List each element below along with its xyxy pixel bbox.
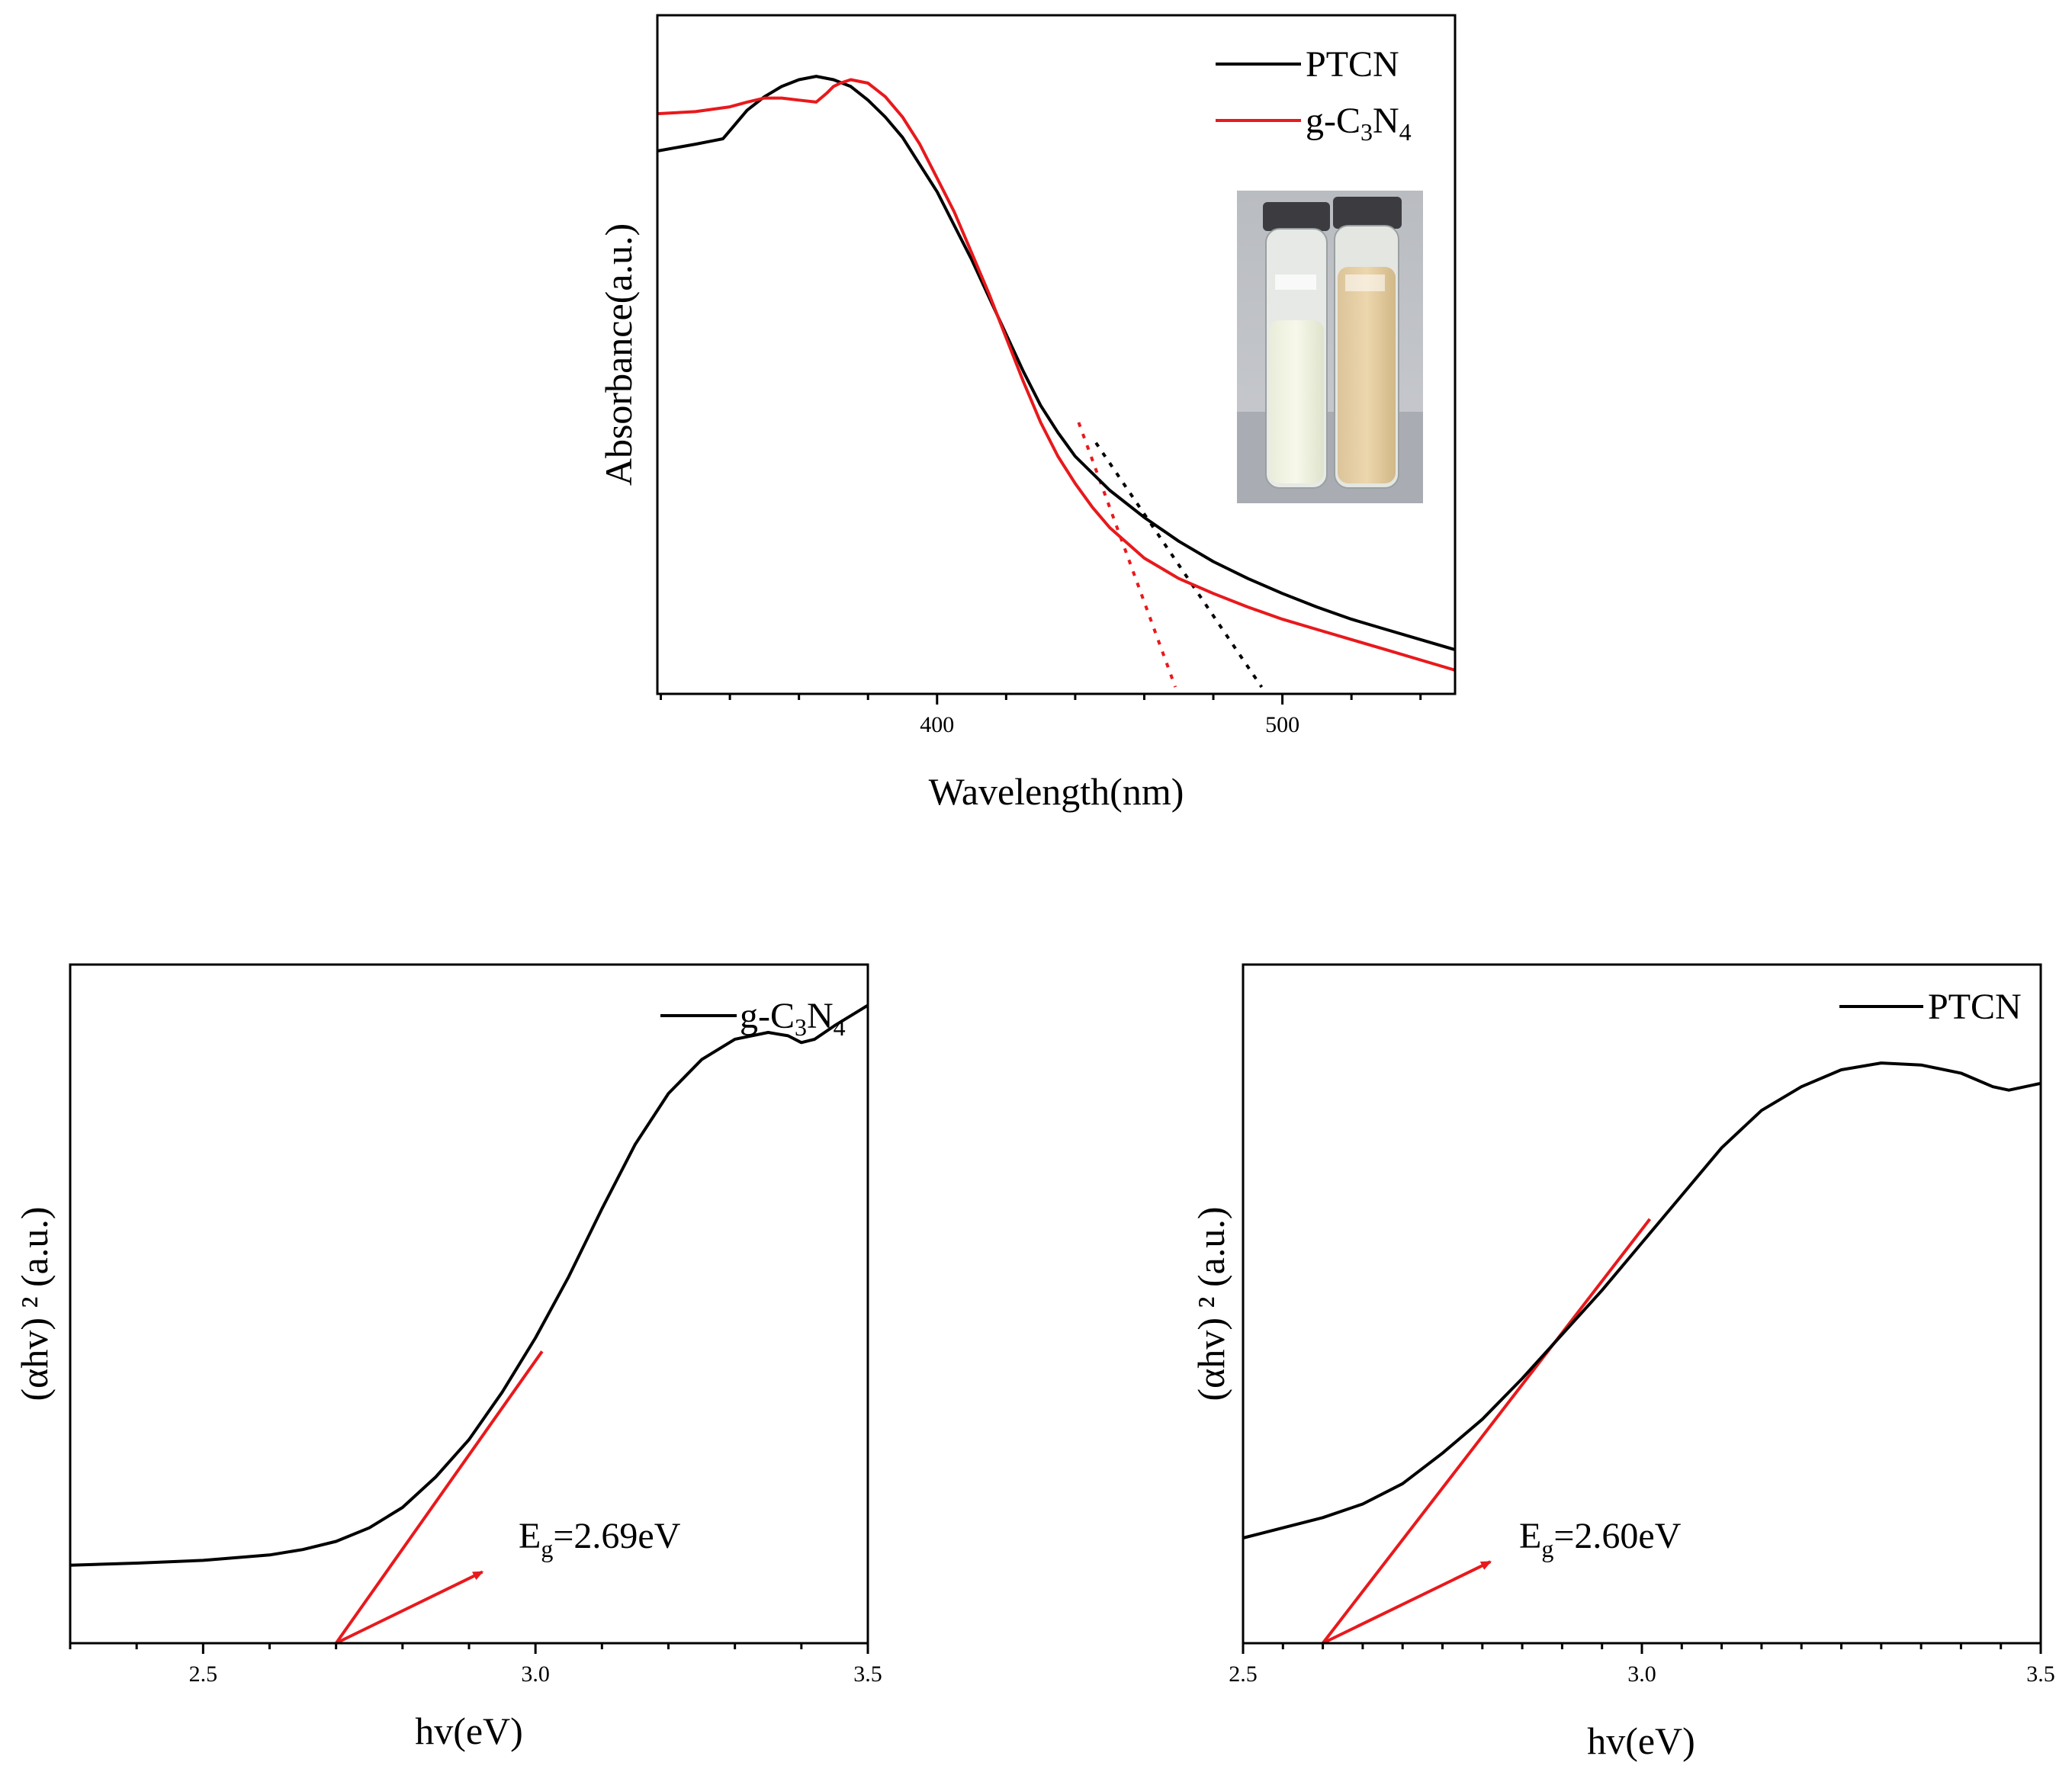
tauc-gcn-bandgap-arrow xyxy=(335,1570,484,1645)
tauc-ptcn-x-axis-label: hv(eV) xyxy=(1587,1719,1695,1762)
tauc-gcn-series-g-c3n4 xyxy=(69,1003,869,1567)
tauc-ptcn-x-tick-label: 2.5 xyxy=(1229,1661,1258,1687)
absorbance-x-tick-label: 500 xyxy=(1265,712,1299,737)
tauc-ptcn-x-ticks: 2.5 3.0 3.5 xyxy=(1229,1643,2055,1687)
tauc-ptcn-chart: 2.5 3.0 3.5 PTCN Eg=2.60eV hv(eV) (αhv) ² … xyxy=(1190,963,2055,1762)
tauc-ptcn-bandgap-arrow xyxy=(1322,1560,1492,1645)
absorbance-x-axis-label: Wavelength(nm) xyxy=(929,770,1184,813)
tauc-gcn-legend: g-C3N4 xyxy=(660,996,846,1041)
tauc-gcn-plot-frame xyxy=(69,963,869,1645)
absorbance-x-ticks: 400 500 xyxy=(660,694,1422,737)
vial-cap-right xyxy=(1333,197,1402,229)
tauc-ptcn-tangent-line-0 xyxy=(1322,1218,1652,1645)
absorbance-tangent-line-1 xyxy=(1077,422,1177,688)
legend-label-ptcn: PTCN xyxy=(1306,44,1399,85)
legend-label-ptcn-tauc: PTCN xyxy=(1928,987,2022,1027)
tauc-ptcn-marks xyxy=(1242,1061,2041,1645)
tauc-gcn-y-axis-label: (αhv) ² (a.u.) xyxy=(13,1207,56,1401)
absorbance-tangent-line-0 xyxy=(1094,441,1264,689)
bandgap-annotation-ptcn: Eg=2.60eV xyxy=(1519,1516,1682,1562)
absorbance-x-tick-label: 400 xyxy=(920,712,954,737)
tauc-gcn-tangent-line-0 xyxy=(335,1350,544,1645)
legend-label-gcn: g-C3N4 xyxy=(1306,101,1412,146)
tauc-gcn-x-tick-label: 3.0 xyxy=(521,1661,550,1687)
tauc-ptcn-series-ptcn xyxy=(1242,1061,2041,1539)
absorbance-y-axis-label: Absorbance(a.u.) xyxy=(597,223,640,486)
absorbance-series-g-c3n4 xyxy=(657,78,1456,672)
tauc-ptcn-y-axis-label: (αhv) ² (a.u.) xyxy=(1190,1207,1232,1401)
tauc-ptcn-x-tick-label: 3.0 xyxy=(1627,1661,1656,1687)
vial-right-powder xyxy=(1338,267,1396,483)
tauc-gcn-x-tick-label: 3.5 xyxy=(853,1661,882,1687)
tauc-gcn-x-tick-label: 2.5 xyxy=(189,1661,218,1687)
tauc-ptcn-legend: PTCN xyxy=(1839,987,2022,1027)
tauc-gcn-marks xyxy=(69,1003,869,1645)
absorbance-chart: 400 500 PTCN g-C3N4 Wavelength(nm) Absorb… xyxy=(597,14,1457,813)
absorbance-marks xyxy=(657,75,1456,689)
tauc-gcn-x-axis-label: hv(eV) xyxy=(415,1710,523,1752)
vial-cap-left xyxy=(1263,202,1330,231)
absorbance-plot-frame xyxy=(656,14,1457,695)
sample-vials-photo xyxy=(1237,191,1423,503)
bandgap-annotation-gcn: Eg=2.69eV xyxy=(519,1516,681,1562)
tauc-gcn-chart: 2.5 3.0 3.5 g-C3N4 Eg=2.69eV hv(eV) (αhv) … xyxy=(13,963,882,1752)
tauc-gcn-x-ticks: 2.5 3.0 3.5 xyxy=(69,1643,882,1687)
absorbance-legend: PTCN g-C3N4 xyxy=(1216,44,1412,146)
vial-left-powder xyxy=(1269,320,1324,483)
legend-label-gcn-tauc: g-C3N4 xyxy=(740,996,846,1041)
tauc-ptcn-x-tick-label: 3.5 xyxy=(2026,1661,2055,1687)
